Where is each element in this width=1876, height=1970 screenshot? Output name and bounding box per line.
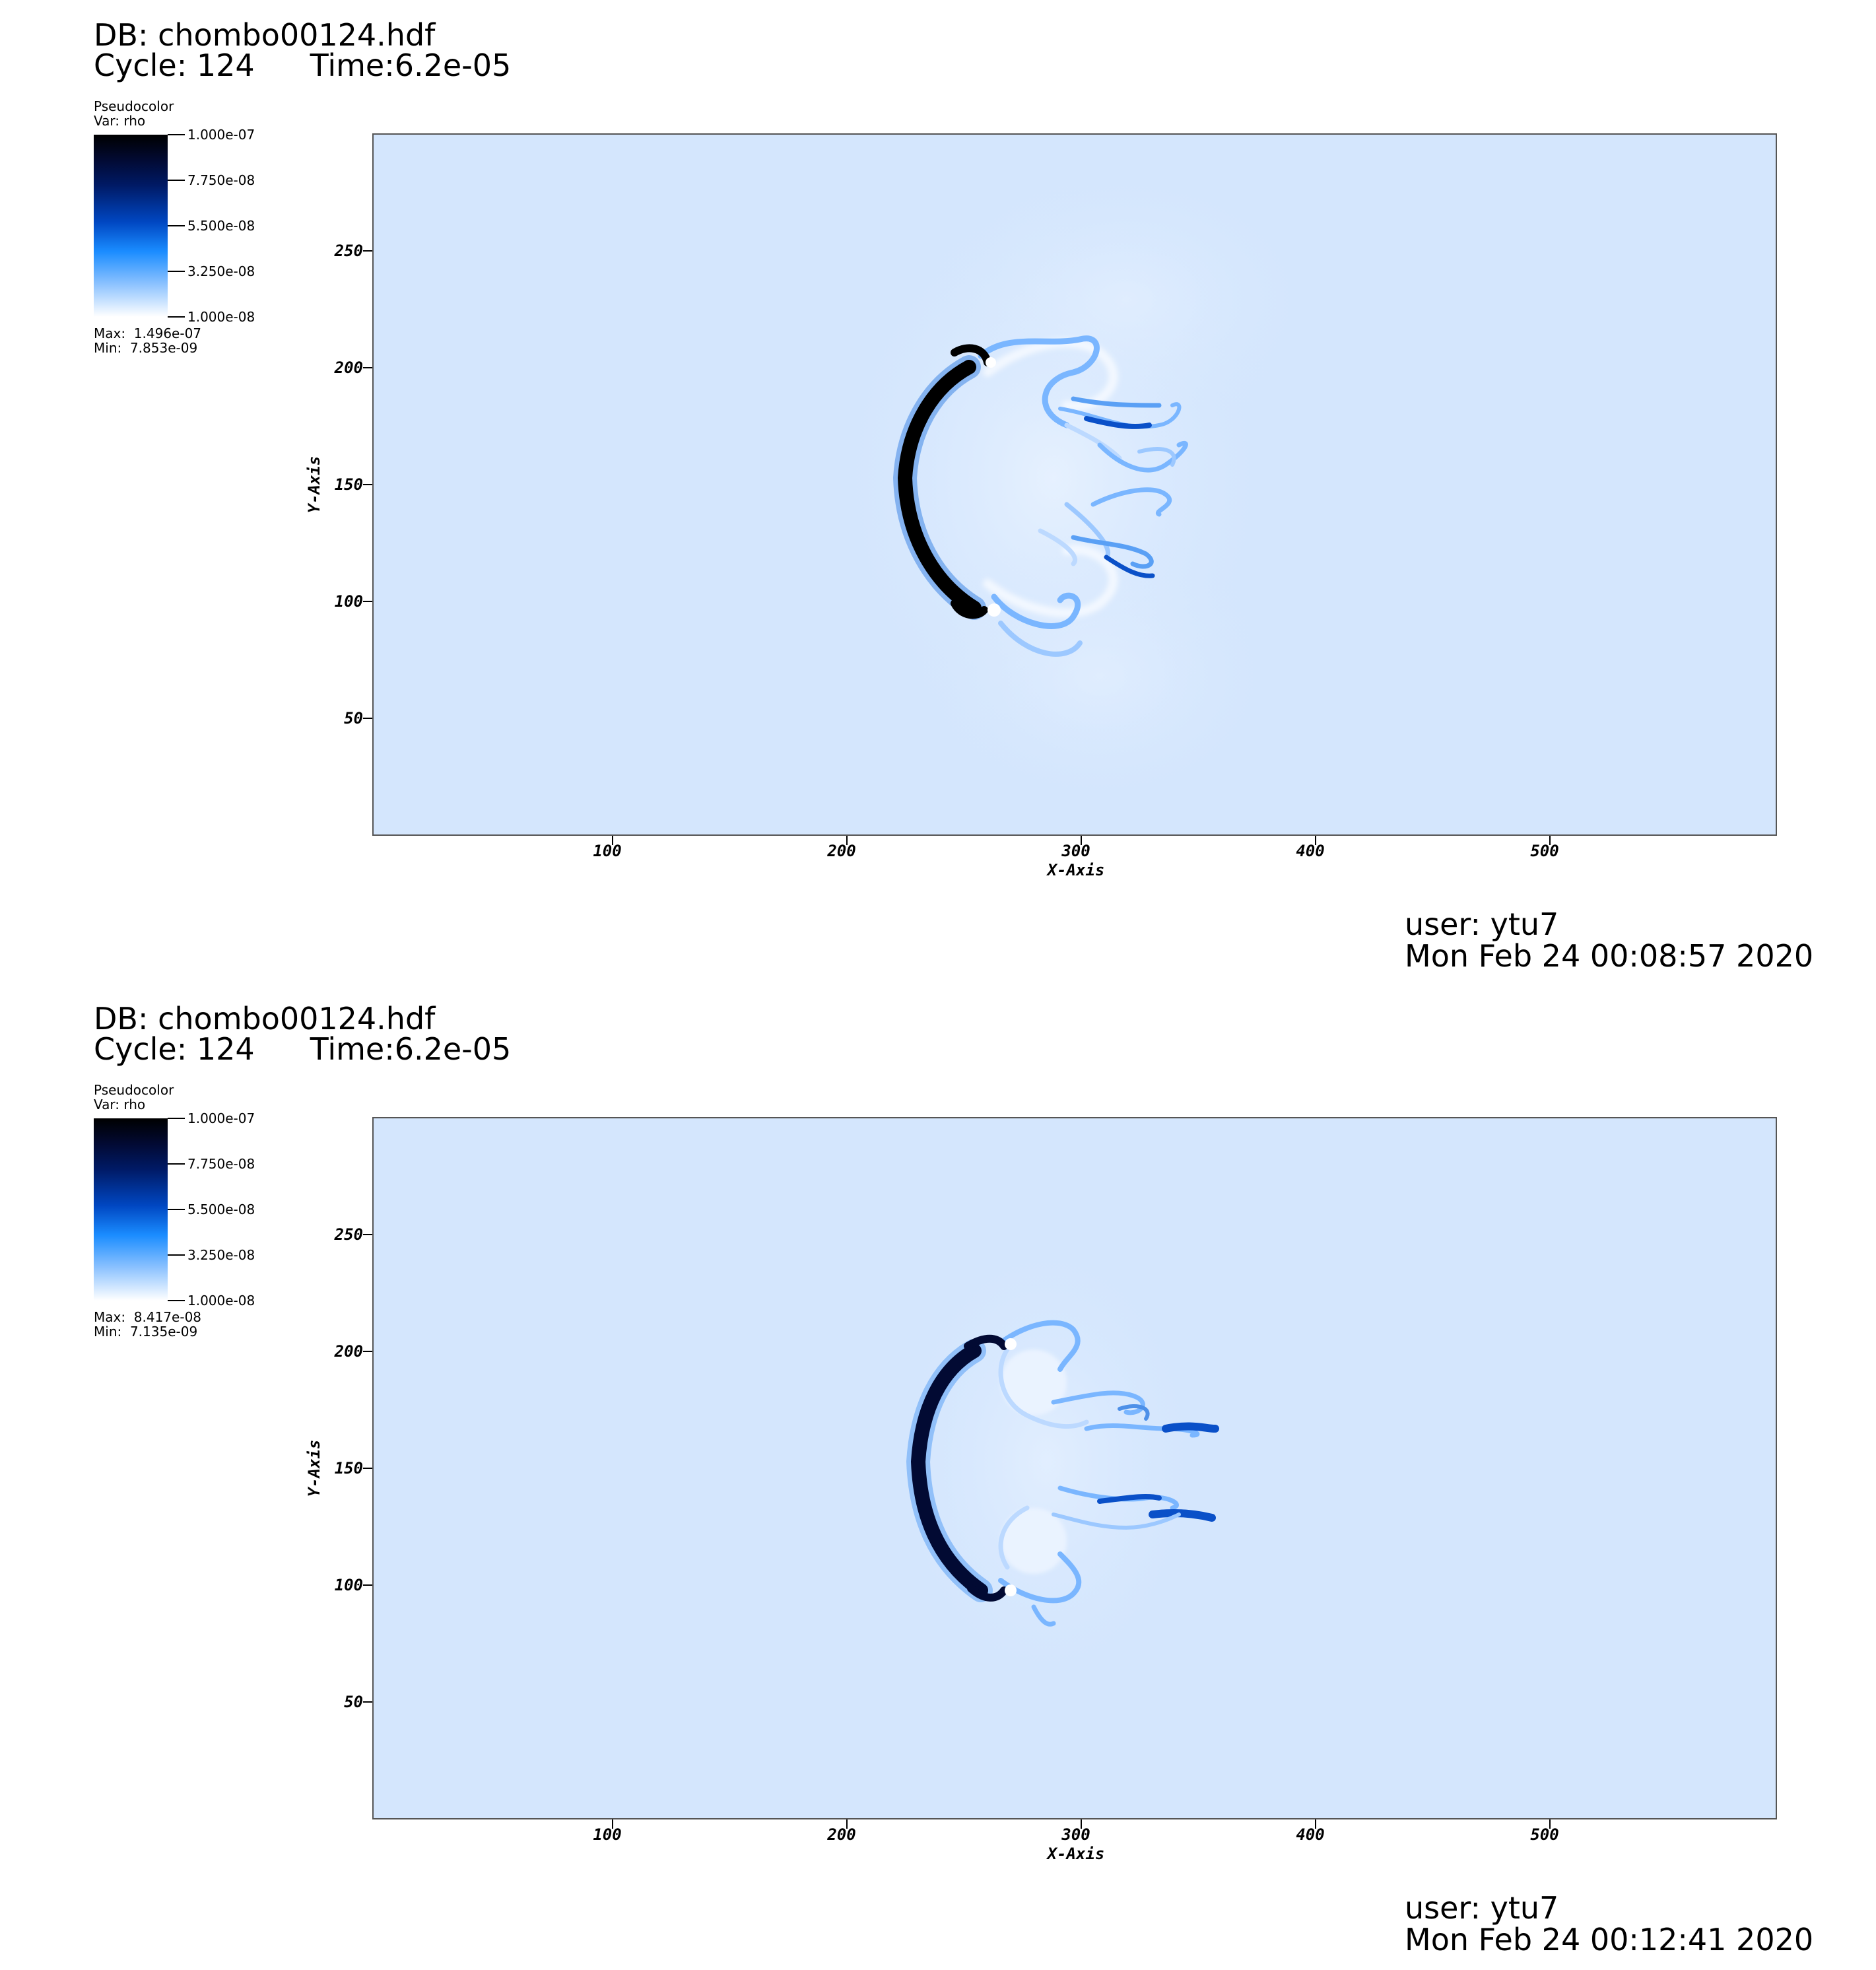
x-axis-label: X-Axis [1047,861,1105,879]
colorbar-tick: 1.000e-07 [168,1111,255,1126]
user-label: user: ytu7 [1405,906,1559,942]
data-min: Min: 7.135e-09 [94,1324,198,1340]
colorbar-tick: 1.000e-08 [168,310,255,324]
user-label: user: ytu7 [1405,1890,1559,1926]
visualization-panel-2: DB: chombo00124.hdf Cycle: 124 Time:6.2e-… [0,984,1876,1967]
x-tick-label: 200 [827,842,856,860]
plot-axes [363,1234,1551,1829]
x-tick-label: 500 [1530,1825,1559,1844]
visualization-panel-1: DB: chombo00124.hdf Cycle: 124 Time:6.2e-… [0,0,1876,984]
time-label: Time:6.2e-05 [310,1031,512,1067]
cycle-time-line: Cycle: 124 Time:6.2e-05 [94,50,511,81]
colorbar [94,135,168,317]
x-axis-label: X-Axis [1047,1845,1105,1863]
density-plot [372,1117,1777,1819]
data-min: Min: 7.853e-09 [94,340,198,356]
legend-variable: Var: rho [94,113,146,129]
x-tick-label: 400 [1296,1825,1325,1844]
data-max: Max: 8.417e-08 [94,1309,202,1325]
y-tick-label: 100 [334,592,363,611]
colorbar-tick: 3.250e-08 [168,1248,255,1262]
data-max: Max: 1.496e-07 [94,325,202,341]
colorbar-tick: 7.750e-08 [168,173,255,187]
colorbar-tick: 7.750e-08 [168,1157,255,1171]
cycle-label: Cycle: 124 [94,48,255,83]
x-tick-label: 100 [593,842,622,860]
x-tick-label: 100 [593,1825,622,1844]
colorbar-tick: 3.250e-08 [168,264,255,279]
cycle-label: Cycle: 124 [94,1031,255,1067]
legend-variable: Var: rho [94,1097,146,1112]
database-title: DB: chombo00124.hdf [94,1001,436,1036]
colorbar-tick: 1.000e-08 [168,1293,255,1308]
density-field-image [875,1211,1219,1713]
x-tick-label: 300 [1061,842,1090,860]
timestamp-label: Mon Feb 24 00:08:57 2020 [1405,938,1814,974]
y-tick-label: 100 [334,1576,363,1594]
density-plot [372,133,1777,836]
y-tick-label: 150 [334,475,363,494]
y-tick-label: 150 [334,1459,363,1478]
legend-plot-type: Pseudocolor [94,1082,174,1098]
legend-plot-type: Pseudocolor [94,98,174,114]
colorbar-tick: 1.000e-07 [168,127,255,142]
y-tick-label: 200 [334,1342,363,1361]
y-tick-label: 250 [334,1225,363,1244]
y-tick-label: 200 [334,358,363,377]
time-label: Time:6.2e-05 [310,48,512,83]
cycle-time-line: Cycle: 124 Time:6.2e-05 [94,1034,511,1064]
colorbar-tick: 5.500e-08 [168,1202,255,1217]
plot-axes [363,250,1551,845]
x-tick-label: 400 [1296,842,1325,860]
timestamp-label: Mon Feb 24 00:12:41 2020 [1405,1922,1814,1957]
density-field-image [816,154,1337,821]
y-tick-label: 50 [344,1693,363,1711]
colorbar [94,1118,168,1301]
colorbar-tick: 5.500e-08 [168,219,255,233]
y-tick-label: 50 [344,709,363,728]
database-title: DB: chombo00124.hdf [94,17,436,53]
x-tick-label: 500 [1530,842,1559,860]
y-tick-label: 250 [334,242,363,260]
x-tick-label: 300 [1061,1825,1090,1844]
x-tick-label: 200 [827,1825,856,1844]
